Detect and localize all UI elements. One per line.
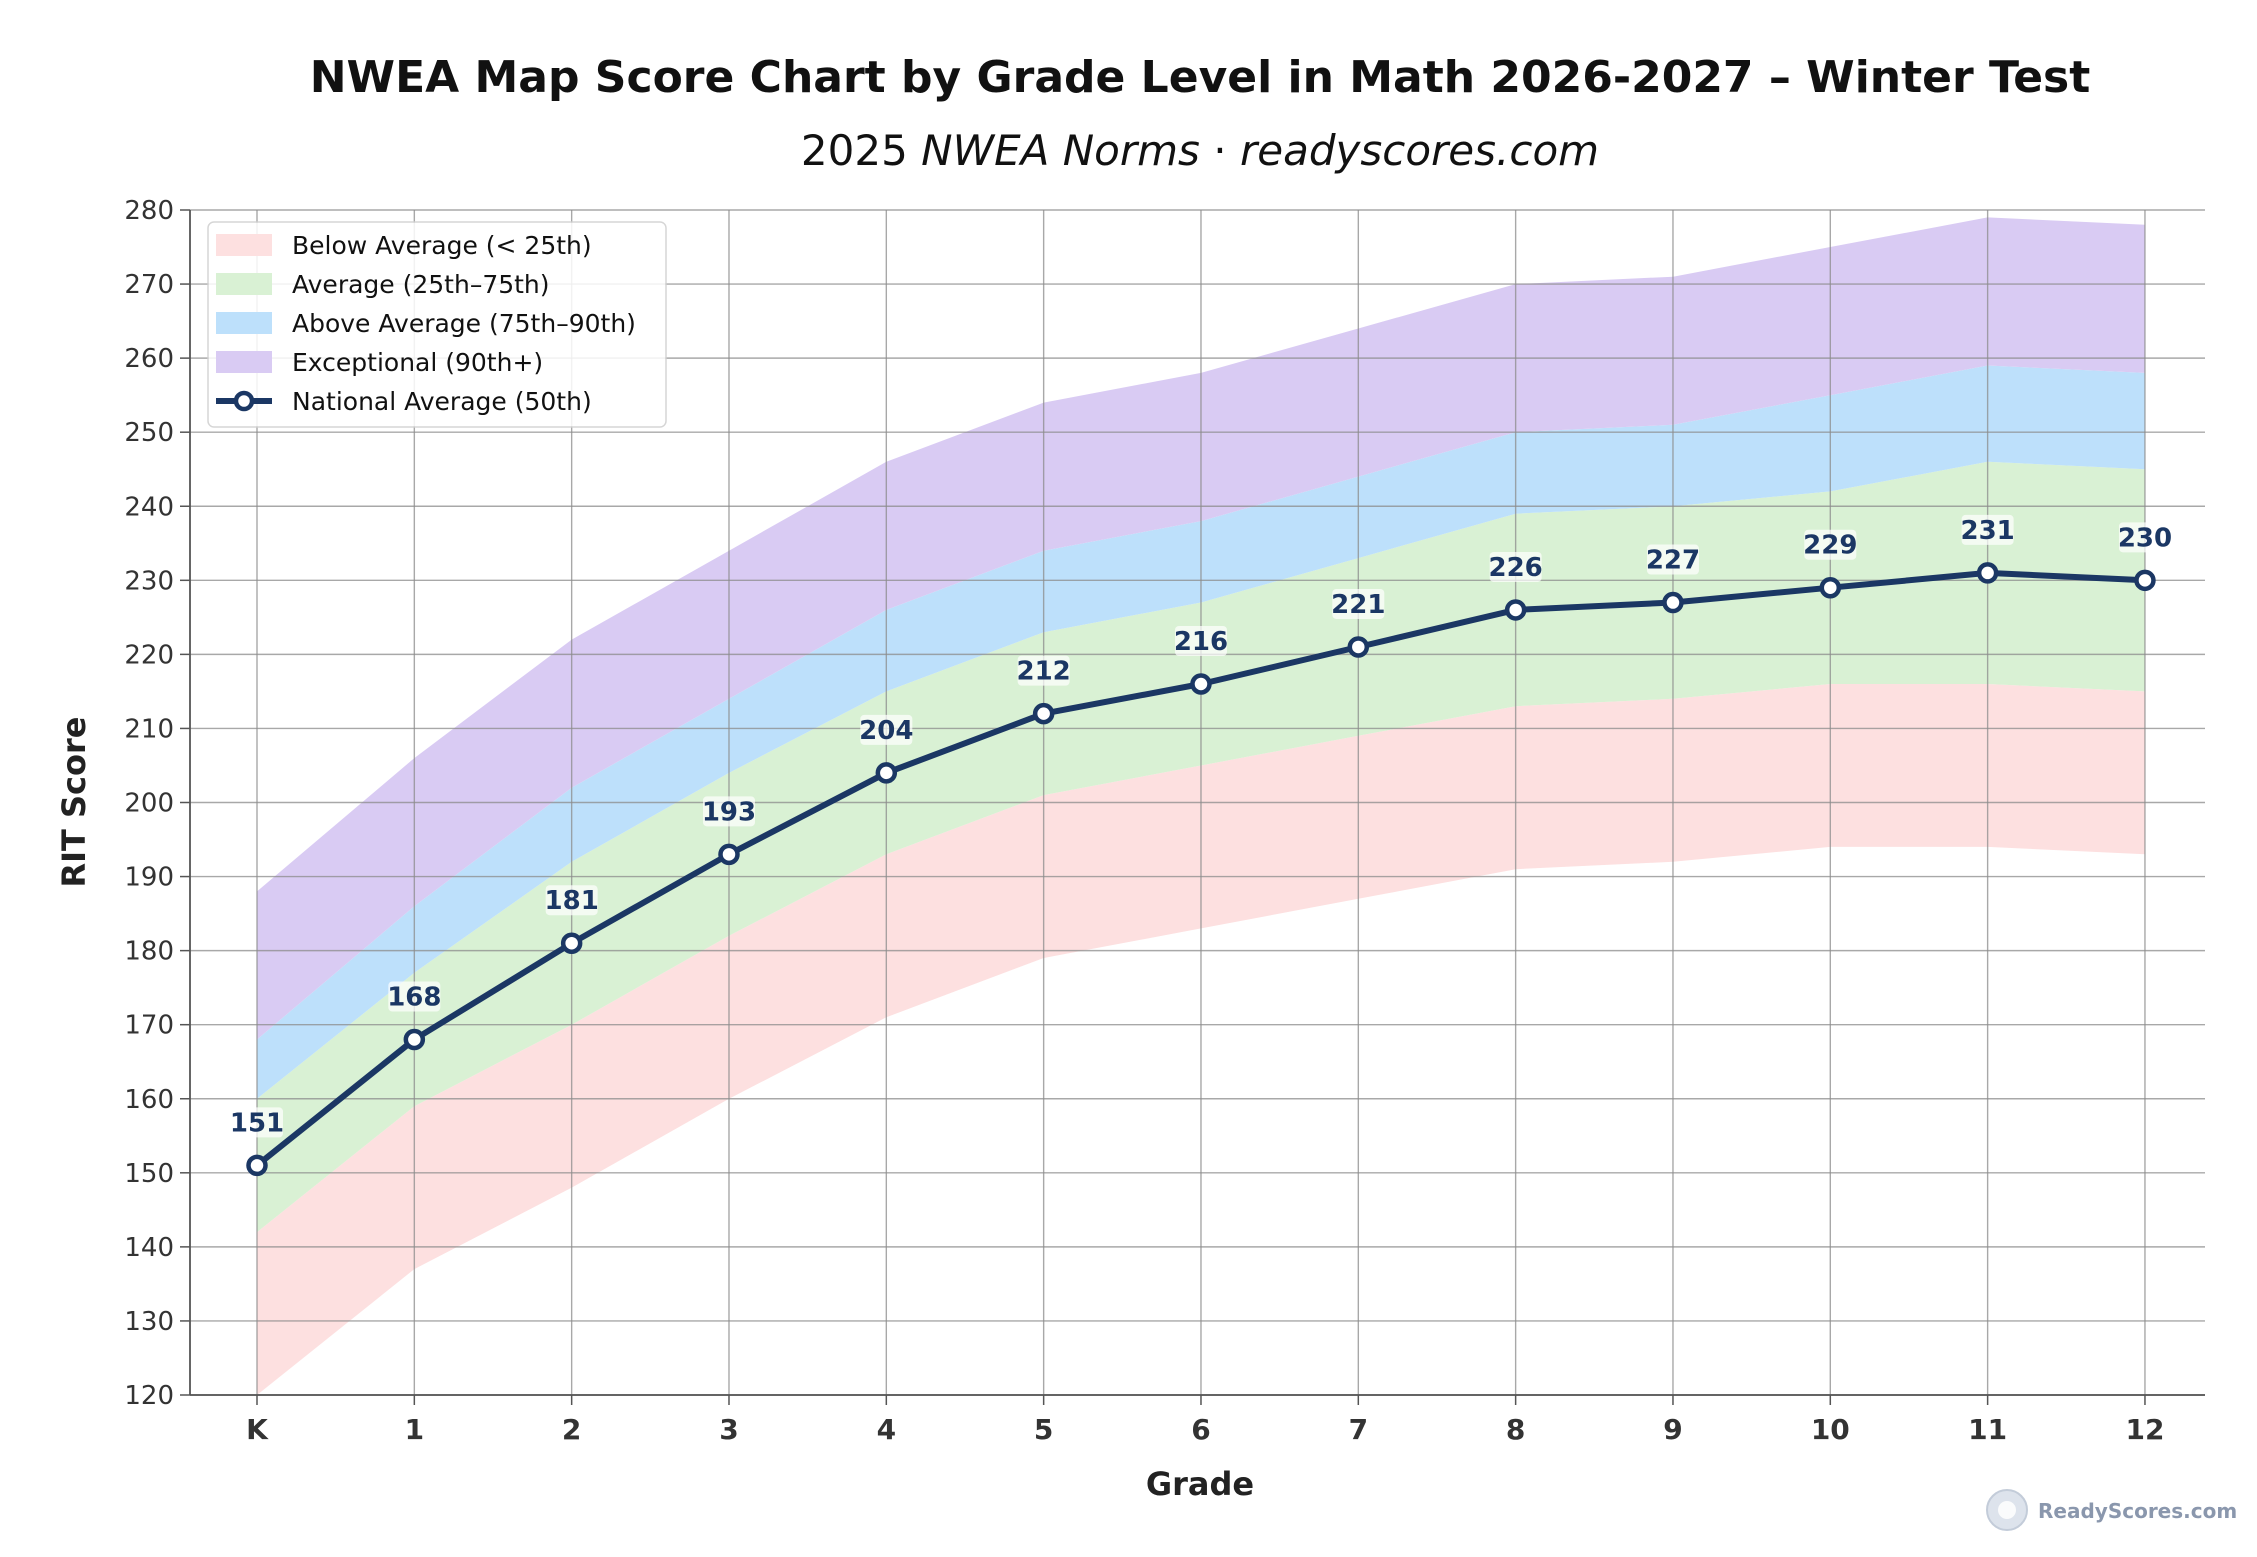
x-tick-label: 2 [562,1413,581,1446]
data-label-bg [1804,529,1857,560]
data-point [560,932,583,954]
data-label: 226 [1488,553,1542,583]
x-tick-label: 12 [2125,1413,2164,1446]
y-tick-label: 260 [124,344,174,374]
legend-marker [233,390,255,412]
y-tick-label: 160 [124,1085,174,1115]
data-label-bg [231,1107,283,1138]
y-tick-label: 240 [124,492,174,522]
y-axis-label: RIT Score [55,717,93,888]
data-point [246,1154,268,1177]
data-label-bg [1961,514,2014,545]
readyscores-logo-inner [1998,1501,2016,1519]
legend-label: National Average (50th) [292,387,592,416]
data-point [1662,591,1684,614]
data-label-bg [1332,588,1385,619]
data-label: 204 [859,716,913,746]
chart-subtitle: 2025 NWEA Norms · readyscores.com [801,126,1599,175]
data-point [1032,702,1055,725]
data-label: 231 [1960,516,2014,546]
data-point [1347,636,1370,658]
data-label-bg [545,885,598,916]
legend-label: Above Average (75th–90th) [292,309,636,338]
chart-title: NWEA Map Score Chart by Grade Level in M… [310,52,2091,103]
data-label: 221 [1331,590,1385,620]
data-label: 212 [1017,657,1071,687]
data-point [2134,569,2156,592]
legend-box [207,221,667,428]
y-tick-label: 150 [124,1159,174,1189]
data-label-bg [2118,522,2171,553]
data-label-bg [1017,655,1070,686]
data-point [1190,673,1212,695]
legend-label: Average (25th–75th) [292,270,550,299]
y-tick-label: 190 [124,863,174,893]
data-label: 193 [702,797,756,827]
y-tick-label: 220 [124,640,174,670]
y-tick-label: 140 [124,1233,174,1263]
watermark-text: ReadyScores.com [2038,1499,2237,1523]
y-tick-label: 280 [124,196,174,226]
x-tick-label: 9 [1663,1413,1682,1446]
legend-swatch [216,312,272,334]
legend-label: Below Average (< 25th) [292,231,592,260]
x-tick-label: 4 [877,1413,896,1446]
y-tick-label: 200 [124,789,174,819]
subtitle-site: readyscores.com [1240,126,1599,175]
x-tick-label: 3 [719,1413,738,1446]
plot-area: 1201301401501601701801902002102202302402… [124,196,2205,1446]
y-tick-label: 250 [124,418,174,448]
legend-swatch [216,351,272,373]
x-tick-label: 7 [1349,1413,1368,1446]
legend: Below Average (< 25th) Average (25th–75th… [207,221,667,428]
x-tick-label: K [246,1413,269,1446]
data-label-bg [1174,626,1227,656]
data-point [1976,562,1999,584]
data-label-bg [702,796,755,827]
data-point [1819,576,1842,599]
data-label: 216 [1174,627,1228,657]
x-axis-label: Grade [1146,1465,1254,1503]
x-tick-label: 5 [1034,1413,1053,1446]
subtitle-separator: · [1213,126,1226,175]
subtitle-year: 2025 [801,126,908,175]
data-point [403,1028,426,1051]
data-label: 230 [2118,523,2172,553]
y-tick-label: 210 [124,714,174,744]
data-label-bg [860,714,913,745]
x-tick-label: 11 [1968,1413,2007,1446]
band-area-2 [257,365,2145,1099]
data-label-bg [1646,544,1699,575]
legend-swatch [216,234,272,256]
watermark: ReadyScores.com [1986,1489,2237,1531]
data-label: 181 [545,886,599,916]
data-label: 227 [1646,546,1700,576]
x-tick-label: 6 [1191,1413,1210,1446]
legend-swatch [216,273,272,295]
data-label-bg [1489,551,1542,582]
data-point [1504,599,1527,621]
y-tick-label: 270 [124,270,174,300]
data-point [718,843,740,866]
y-tick-label: 230 [124,566,174,596]
x-tick-label: 8 [1506,1413,1525,1446]
y-tick-label: 120 [124,1381,174,1411]
y-tick-label: 170 [124,1011,174,1041]
x-tick-label: 10 [1811,1413,1850,1446]
y-tick-label: 130 [124,1307,174,1337]
data-point [875,762,898,784]
data-label-bg [388,981,441,1012]
y-tick-label: 180 [124,937,174,967]
subtitle-norms: NWEA Norms [921,126,1200,175]
data-label: 151 [230,1108,284,1138]
data-label: 168 [387,983,441,1013]
data-label: 229 [1803,531,1857,561]
x-tick-label: 1 [405,1413,424,1446]
legend-label: Exceptional (90th+) [292,348,543,377]
